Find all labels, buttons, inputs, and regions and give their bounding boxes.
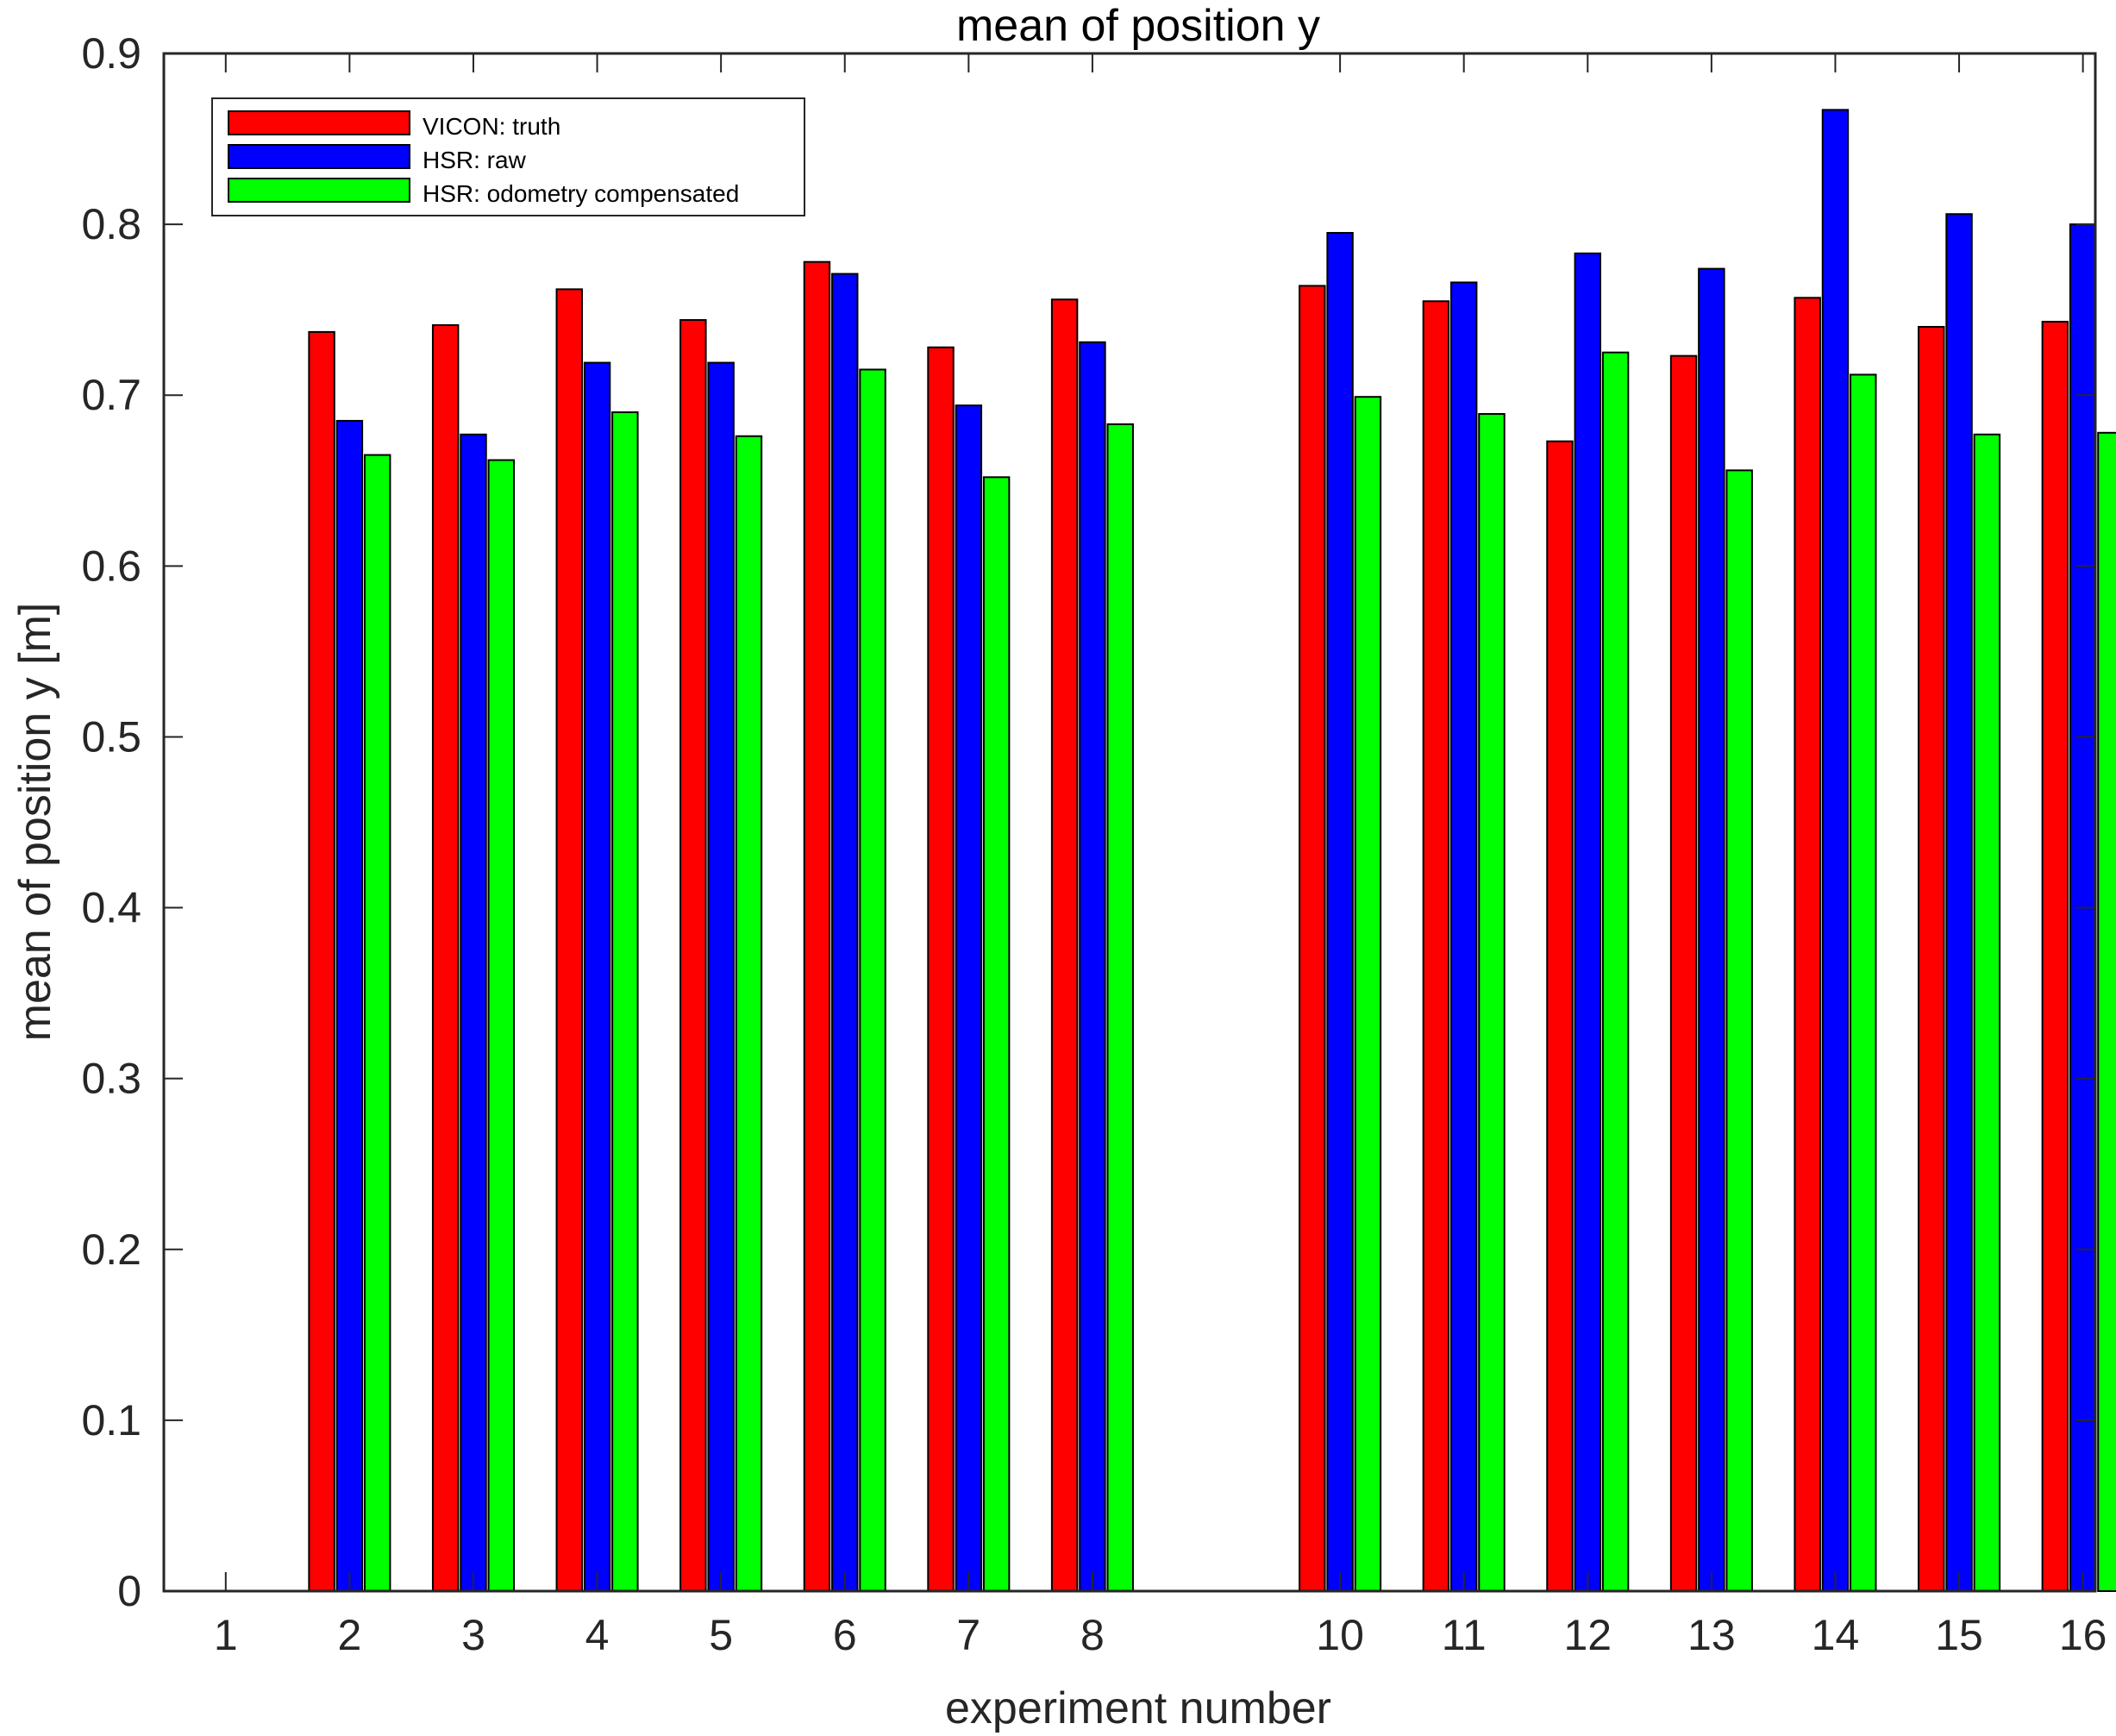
- y-tick-label: 0.6: [81, 542, 141, 590]
- bar-hsr-raw-exp-8: [1079, 341, 1106, 1592]
- bar-vicon-truth-exp-6: [803, 260, 831, 1593]
- x-tick-label: 14: [1812, 1611, 1860, 1659]
- x-axis-title: experiment number: [945, 1683, 1331, 1733]
- bar-vicon-truth-exp-8: [1050, 298, 1079, 1592]
- bar-vicon-truth-exp-7: [927, 346, 955, 1592]
- x-tick-label: 7: [956, 1611, 980, 1659]
- bar-hsr-odometry-compensated-exp-5: [735, 435, 763, 1592]
- y-tick-label: 0.2: [81, 1225, 141, 1274]
- bar-hsr-raw-exp-14: [1821, 109, 1850, 1592]
- bar-vicon-truth-exp-12: [1546, 440, 1574, 1593]
- y-axis-title: mean of position y [m]: [10, 603, 60, 1042]
- bar-hsr-raw-exp-6: [831, 273, 859, 1592]
- bar-hsr-raw-exp-4: [583, 361, 611, 1593]
- bar-hsr-odometry-compensated-exp-7: [982, 476, 1011, 1593]
- bar-hsr-odometry-compensated-exp-13: [1725, 469, 1753, 1592]
- x-tick-label: 16: [2059, 1611, 2107, 1659]
- x-tick-label: 4: [585, 1611, 610, 1659]
- bar-hsr-raw-exp-15: [1945, 213, 1973, 1593]
- bar-hsr-raw-exp-10: [1326, 232, 1354, 1592]
- bar-hsr-odometry-compensated-exp-10: [1354, 396, 1382, 1593]
- legend: VICON: truth HSR: raw HSR: odometry comp…: [211, 97, 805, 216]
- x-tick-label: 8: [1080, 1611, 1105, 1659]
- x-tick-label: 1: [214, 1611, 238, 1659]
- x-tick-label: 15: [1935, 1611, 1983, 1659]
- bar-hsr-odometry-compensated-exp-14: [1850, 373, 1877, 1593]
- y-tick-label: 0.8: [81, 200, 141, 248]
- x-tick-label: 11: [1442, 1611, 1487, 1659]
- bar-vicon-truth-exp-10: [1299, 285, 1326, 1592]
- y-tick-label: 0.5: [81, 712, 141, 761]
- bar-vicon-truth-exp-2: [308, 330, 335, 1592]
- y-tick-label: 0.7: [81, 371, 141, 419]
- bar-hsr-raw-exp-13: [1698, 267, 1725, 1592]
- bar-vicon-truth-exp-13: [1669, 354, 1698, 1592]
- bar-hsr-raw-exp-5: [707, 361, 735, 1593]
- bar-vicon-truth-exp-5: [679, 319, 707, 1592]
- chart-title: mean of position y: [956, 1, 1320, 51]
- bar-hsr-odometry-compensated-exp-15: [1973, 433, 2001, 1592]
- x-tick-label: 2: [337, 1611, 361, 1659]
- legend-label-hsr-odometry-compensated: HSR: odometry compensated: [423, 180, 739, 207]
- bar-hsr-odometry-compensated-exp-3: [487, 459, 515, 1592]
- legend-label-vicon-truth: VICON: truth: [423, 113, 560, 140]
- bar-vicon-truth-exp-11: [1422, 300, 1450, 1592]
- x-tick-label: 13: [1687, 1611, 1736, 1659]
- bar-hsr-odometry-compensated-exp-8: [1106, 423, 1134, 1592]
- bar-hsr-odometry-compensated-exp-11: [1478, 413, 1506, 1592]
- bar-hsr-raw-exp-7: [955, 404, 983, 1592]
- y-tick-label: 0.3: [81, 1055, 141, 1103]
- bar-vicon-truth-exp-4: [555, 288, 583, 1592]
- y-tick-label: 0.1: [81, 1396, 141, 1445]
- bar-vicon-truth-exp-15: [1918, 325, 1945, 1593]
- legend-swatch-vicon-truth: [228, 110, 410, 135]
- bar-hsr-raw-exp-2: [335, 419, 364, 1593]
- y-tick-label: 0.9: [81, 29, 141, 78]
- plot-area-frame: [162, 52, 2097, 1593]
- bar-hsr-odometry-compensated-exp-16: [2097, 431, 2116, 1592]
- bar-vicon-truth-exp-3: [431, 324, 460, 1592]
- ticks-group: 1 2 3 4 5 6 7 8 10 11 12 13 14 15 1600.10.20.30.40.50.…: [81, 29, 2107, 1659]
- y-tick-label: 0: [117, 1567, 141, 1615]
- bar-hsr-odometry-compensated-exp-4: [611, 411, 639, 1592]
- x-tick-label: 10: [1316, 1611, 1364, 1659]
- x-tick-label: 3: [461, 1611, 485, 1659]
- x-tick-label: 12: [1563, 1611, 1612, 1659]
- y-tick-label: 0.4: [81, 884, 141, 932]
- bar-vicon-truth-exp-16: [2041, 321, 2069, 1592]
- x-tick-label: 5: [709, 1611, 733, 1659]
- bar-vicon-truth-exp-14: [1794, 297, 1821, 1592]
- legend-label-hsr-raw: HSR: raw: [423, 147, 527, 173]
- bar-hsr-odometry-compensated-exp-2: [363, 454, 391, 1592]
- bars-group: [308, 109, 2116, 1593]
- bar-hsr-raw-exp-12: [1574, 252, 1602, 1592]
- bar-hsr-raw-exp-3: [460, 433, 487, 1592]
- bar-hsr-raw-exp-11: [1449, 281, 1478, 1593]
- legend-swatch-hsr-odometry-compensated: [228, 178, 410, 203]
- bar-hsr-odometry-compensated-exp-6: [859, 368, 886, 1592]
- x-tick-label: 6: [833, 1611, 857, 1659]
- legend-swatch-hsr-raw: [228, 144, 410, 169]
- bar-hsr-odometry-compensated-exp-12: [1601, 351, 1630, 1593]
